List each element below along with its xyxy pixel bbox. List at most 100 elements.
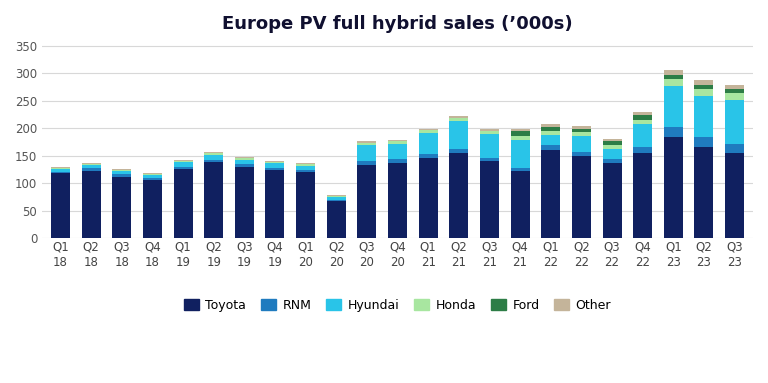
Bar	[633, 120, 652, 124]
Bar	[603, 145, 621, 149]
Bar	[112, 174, 131, 177]
Bar	[174, 167, 193, 169]
Bar	[174, 160, 193, 162]
Bar	[357, 141, 376, 143]
Bar	[388, 140, 407, 141]
Bar	[603, 159, 621, 163]
Bar	[603, 149, 621, 159]
Bar	[204, 155, 223, 160]
Bar	[572, 129, 591, 132]
Bar	[326, 195, 346, 196]
Bar	[143, 175, 162, 178]
Bar	[143, 178, 162, 180]
Bar	[511, 136, 530, 140]
Bar	[419, 154, 438, 159]
Bar	[541, 131, 561, 135]
Bar	[51, 172, 70, 173]
Bar	[694, 137, 713, 147]
Bar	[296, 165, 315, 170]
Bar	[449, 116, 468, 118]
Bar	[664, 86, 683, 127]
Bar	[633, 124, 652, 147]
Bar	[174, 162, 193, 167]
Bar	[541, 124, 561, 126]
Bar	[326, 200, 346, 201]
Bar	[296, 164, 315, 165]
Bar	[511, 171, 530, 238]
Bar	[419, 159, 438, 238]
Bar	[326, 197, 346, 200]
Bar	[266, 170, 284, 238]
Bar	[480, 134, 499, 158]
Bar	[725, 153, 744, 238]
Bar	[664, 127, 683, 137]
Bar	[480, 161, 499, 238]
Bar	[541, 150, 561, 238]
Bar	[388, 144, 407, 159]
Bar	[112, 171, 131, 174]
Bar	[633, 147, 652, 153]
Bar	[81, 165, 101, 168]
Bar	[603, 139, 621, 141]
Bar	[449, 118, 468, 121]
Bar	[235, 167, 254, 238]
Bar	[694, 80, 713, 85]
Bar	[296, 170, 315, 172]
Bar	[112, 169, 131, 170]
Bar	[419, 130, 438, 133]
Bar	[51, 167, 70, 168]
Bar	[572, 156, 591, 238]
Bar	[81, 163, 101, 164]
Bar	[419, 129, 438, 130]
Bar	[725, 89, 744, 93]
Bar	[143, 174, 162, 175]
Bar	[357, 160, 376, 165]
Bar	[725, 85, 744, 89]
Bar	[235, 164, 254, 167]
Bar	[633, 153, 652, 238]
Bar	[603, 163, 621, 238]
Bar	[633, 112, 652, 116]
Bar	[694, 89, 713, 96]
Bar	[480, 129, 499, 131]
Bar	[112, 177, 131, 238]
Bar	[388, 164, 407, 238]
Bar	[357, 145, 376, 160]
Bar	[266, 162, 284, 164]
Bar	[266, 168, 284, 170]
Bar	[511, 140, 530, 168]
Bar	[572, 136, 591, 152]
Legend: Toyota, RNM, Hyundai, Honda, Ford, Other: Toyota, RNM, Hyundai, Honda, Ford, Other	[179, 294, 616, 317]
Bar	[725, 144, 744, 153]
Bar	[51, 173, 70, 238]
Bar	[388, 159, 407, 164]
Bar	[326, 196, 346, 197]
Bar	[541, 145, 561, 150]
Bar	[235, 160, 254, 164]
Bar	[235, 158, 254, 160]
Bar	[541, 126, 561, 131]
Bar	[694, 85, 713, 89]
Bar	[143, 173, 162, 174]
Bar	[81, 168, 101, 171]
Bar	[204, 152, 223, 154]
Bar	[388, 141, 407, 144]
Bar	[112, 170, 131, 171]
Bar	[664, 137, 683, 238]
Bar	[449, 153, 468, 238]
Bar	[266, 160, 284, 162]
Bar	[572, 152, 591, 156]
Bar	[296, 172, 315, 238]
Bar	[357, 143, 376, 145]
Bar	[511, 168, 530, 171]
Bar	[480, 158, 499, 161]
Bar	[511, 129, 530, 131]
Bar	[480, 131, 499, 134]
Bar	[174, 169, 193, 238]
Bar	[204, 162, 223, 238]
Bar	[51, 168, 70, 169]
Bar	[633, 116, 652, 120]
Bar	[51, 169, 70, 172]
Bar	[725, 93, 744, 100]
Bar	[694, 96, 713, 137]
